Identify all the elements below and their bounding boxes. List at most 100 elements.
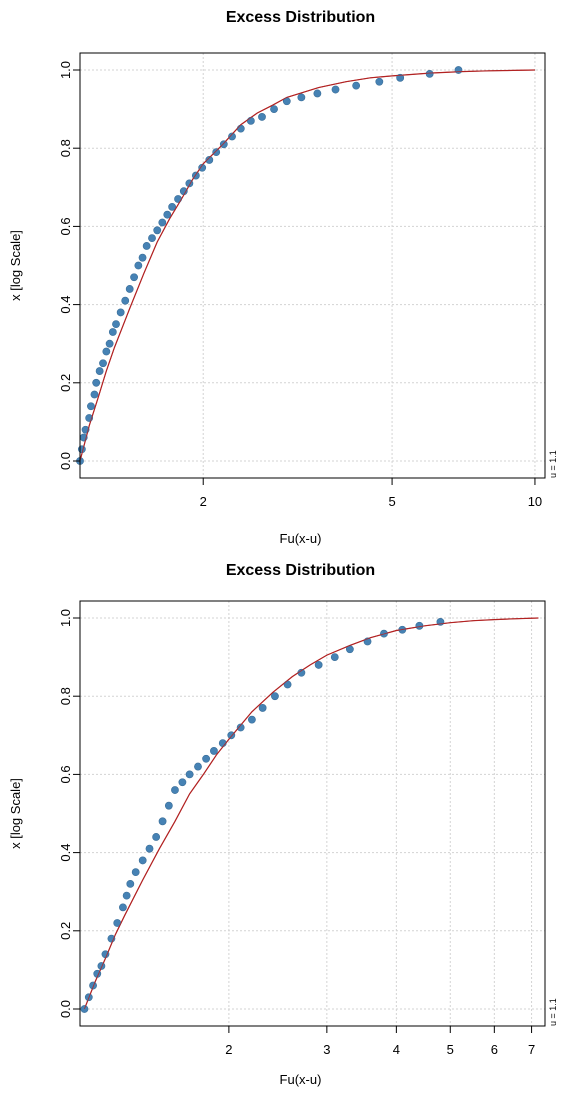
data-point xyxy=(153,226,162,235)
data-point xyxy=(77,445,86,454)
data-point xyxy=(158,817,167,826)
y-tick-label: 0.4 xyxy=(58,296,73,314)
data-point xyxy=(168,202,177,211)
y-tick-label: 0.8 xyxy=(58,139,73,157)
data-point xyxy=(258,113,266,121)
data-point xyxy=(145,844,154,853)
data-point xyxy=(178,778,187,787)
x-tick-label: 3 xyxy=(323,1042,330,1057)
data-point xyxy=(142,242,151,250)
data-point xyxy=(174,195,182,203)
data-point xyxy=(99,359,107,368)
data-point xyxy=(105,339,114,348)
data-point xyxy=(121,296,130,305)
data-point xyxy=(138,856,147,865)
y-tick-label: 1.0 xyxy=(58,609,73,627)
plot-frame xyxy=(79,600,546,1027)
x-axis-label: Fu(x-u) xyxy=(280,531,322,546)
excess-distribution-chart-bottom: 2 3 4 5 6 7 0.0 0.2 0.4 0.6 0.8 1.0 Excess Distribut… xyxy=(8,562,558,1087)
data-point xyxy=(95,367,104,375)
data-point xyxy=(297,93,306,102)
data-point xyxy=(331,85,340,94)
data-point xyxy=(119,903,127,912)
fitted-curve-overlay xyxy=(83,617,539,1010)
y-tick-label: 1.0 xyxy=(58,61,73,79)
data-point xyxy=(185,770,194,779)
data-point xyxy=(171,786,179,794)
data-point xyxy=(212,148,221,157)
excess-distribution-chart-top: 2 5 10 0.0 0.2 0.4 0.6 0.8 1.0 Excess Distributio… xyxy=(8,9,558,546)
data-point xyxy=(236,124,245,133)
data-point xyxy=(228,132,236,141)
chart-panel-bottom: 2 3 4 5 6 7 0.0 0.2 0.4 0.6 0.8 1.0 Excess Distribut… xyxy=(0,548,561,1093)
data-point xyxy=(122,891,131,900)
data-point xyxy=(219,140,228,149)
data-point xyxy=(454,66,463,74)
y-tick-label: 0.2 xyxy=(58,922,73,940)
fitted-curve xyxy=(83,617,539,1010)
data-point xyxy=(125,285,134,293)
margin-note: u = 1.1 xyxy=(548,450,558,478)
data-point xyxy=(90,390,99,399)
x-tick-label: 2 xyxy=(225,1042,232,1057)
data-point xyxy=(415,621,424,630)
chart-title: Excess Distribution xyxy=(226,562,375,579)
y-tick-label: 0.4 xyxy=(58,844,73,862)
y-tick-label: 0.2 xyxy=(58,374,73,392)
data-point xyxy=(202,754,210,763)
data-points xyxy=(80,618,445,1013)
fitted-curve-overlay xyxy=(79,69,535,462)
data-point xyxy=(270,105,278,113)
data-point xyxy=(131,868,140,877)
data-point xyxy=(108,328,117,336)
x-tick-label: 6 xyxy=(491,1042,498,1057)
y-tick-label: 0.0 xyxy=(58,452,73,470)
data-point xyxy=(126,879,135,888)
data-point xyxy=(313,89,322,98)
data-point xyxy=(205,156,214,164)
x-tick-label: 5 xyxy=(447,1042,454,1057)
x-tick-label: 5 xyxy=(388,494,395,509)
data-point xyxy=(112,320,120,329)
x-tick-label: 10 xyxy=(528,494,542,509)
data-point xyxy=(236,723,245,732)
data-point xyxy=(375,77,384,86)
data-point xyxy=(248,715,256,724)
grid xyxy=(80,53,545,478)
data-point xyxy=(396,73,405,82)
data-point xyxy=(246,116,255,125)
y-axis-label: x [log Scale] xyxy=(8,778,23,849)
data-point xyxy=(148,234,156,243)
y-axis-label: x [log Scale] xyxy=(8,230,23,301)
data-point xyxy=(198,163,207,172)
x-tick-label: 7 xyxy=(528,1042,535,1057)
data-point xyxy=(314,661,323,669)
fitted-curve xyxy=(79,69,535,462)
data-point xyxy=(138,253,147,262)
x-axis-label: Fu(x-u) xyxy=(280,1072,322,1087)
chart-panel-top: 2 5 10 0.0 0.2 0.4 0.6 0.8 1.0 Excess Distributio… xyxy=(8,9,558,546)
data-point xyxy=(116,308,125,317)
data-point xyxy=(92,378,101,387)
x-tick-label: 2 xyxy=(200,494,207,509)
data-points xyxy=(76,66,463,465)
data-point xyxy=(134,261,143,270)
data-point xyxy=(89,981,97,990)
data-point xyxy=(87,402,95,411)
y-tick-label: 0.6 xyxy=(58,217,73,235)
data-point xyxy=(210,747,218,755)
data-point xyxy=(352,81,361,90)
data-point xyxy=(164,801,173,810)
data-point xyxy=(425,70,434,78)
data-point xyxy=(152,833,161,841)
data-point xyxy=(158,218,167,227)
data-point xyxy=(130,273,138,282)
data-point xyxy=(330,653,339,661)
x-tick-label: 4 xyxy=(393,1042,400,1057)
data-point xyxy=(227,731,236,740)
y-tick-label: 0.6 xyxy=(58,765,73,783)
data-point xyxy=(271,692,279,701)
data-point xyxy=(194,762,202,771)
margin-note: u = 1.1 xyxy=(548,998,558,1026)
data-point xyxy=(163,210,172,219)
